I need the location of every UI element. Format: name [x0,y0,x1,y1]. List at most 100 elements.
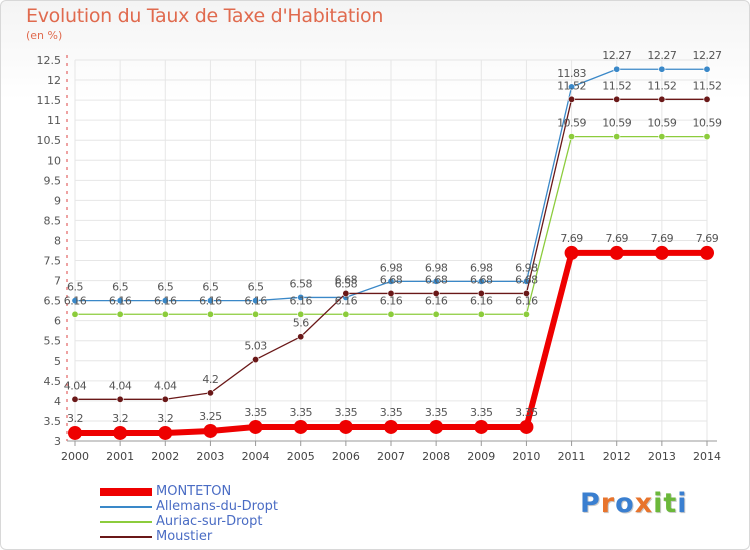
legend-swatch [100,521,152,523]
y-tick-label: 9.5 [44,174,62,187]
chart-subtitle: (en %) [26,29,63,42]
x-tick-label: 2000 [61,450,89,463]
data-point [568,95,576,103]
y-tick-label: 5 [54,355,61,368]
data-label: 7.69 [651,232,674,245]
data-point [432,289,440,297]
data-point [613,65,621,73]
logo-letter: o [615,488,635,519]
data-label: 4.04 [64,379,87,392]
data-label: 6.68 [425,273,448,286]
x-tick-label: 2012 [603,450,631,463]
data-label: 3.35 [289,406,312,419]
data-label: 10.59 [647,117,676,130]
chart-title: Evolution du Taux de Taxe d'Habitation [26,5,384,27]
data-point [613,95,621,103]
data-label: 10.59 [602,117,631,130]
y-tick-label: 6 [54,315,61,328]
data-label: 6.58 [289,277,312,290]
y-tick-label: 10 [47,154,61,167]
data-label: 10.59 [693,117,722,130]
data-label: 10.59 [557,117,586,130]
data-label: 12.27 [602,49,631,62]
data-label: 11.83 [557,67,586,80]
data-point [432,277,440,285]
data-point [658,65,666,73]
data-point [700,245,714,260]
data-point [477,289,485,297]
y-tick-label: 12.5 [37,54,62,67]
data-point [161,395,169,403]
data-label: 6.16 [470,294,493,307]
legend-label: Moustier [156,529,213,544]
data-label: 6.16 [425,294,448,307]
data-label: 7.69 [605,232,628,245]
data-label-layer: 6.5 6.5 6.5 6.5 6.5 6.58 6.58 6.98 6.98 6.98 6.98 1… [64,49,723,425]
data-label: 4.04 [109,379,132,392]
y-tick-label: 12 [47,74,61,87]
y-tick-label: 11 [47,114,61,127]
data-label: 3.35 [335,406,358,419]
logo-letter: i [653,488,664,519]
x-tick-label: 2005 [287,450,315,463]
x-tick-label: 2014 [693,450,721,463]
data-point [252,356,260,364]
y-tick-label: 8 [54,234,61,247]
data-label: 6.16 [380,294,403,307]
data-label: 3.2 [112,412,128,425]
y-tick-label: 4.5 [44,375,62,388]
data-point [116,297,124,305]
y-tick-label: 3 [54,435,61,448]
data-label: 11.52 [647,79,676,92]
data-label: 6.98 [515,261,538,274]
data-label: 6.98 [470,261,493,274]
data-point [387,310,395,318]
data-label: 3.35 [244,406,267,419]
data-point [703,133,711,141]
data-point [429,419,444,434]
data-point [654,245,669,260]
data-label: 3.35 [515,406,538,419]
data-point [387,289,395,297]
logo-letter: P [580,488,601,519]
data-label: 5.6 [293,317,309,330]
y-tick-label: 3.5 [44,415,62,428]
x-tick-label: 2003 [196,450,224,463]
data-point [206,310,214,318]
data-point [342,310,350,318]
data-label: 6.5 [112,281,128,294]
data-label: 3.25 [199,410,222,423]
legend-swatch [100,488,152,496]
y-tick-label: 7 [54,275,61,288]
data-point [387,277,395,285]
data-point [703,65,711,73]
data-label: 6.68 [515,273,538,286]
legend-swatch [100,506,152,508]
data-label: 6.98 [425,261,448,274]
data-label: 6.5 [67,281,83,294]
data-label: 3.2 [157,412,173,425]
data-label: 6.16 [154,294,177,307]
data-point [248,419,263,434]
y-tick-label: 4 [54,395,61,408]
data-point [252,297,260,305]
data-point [71,310,79,318]
data-point [477,277,485,285]
data-point [116,395,124,403]
y-tick-label: 9 [54,194,61,207]
data-label: 6.16 [199,294,222,307]
data-label: 7.69 [696,232,719,245]
grid-layer [74,59,708,442]
data-label: 7.69 [560,232,583,245]
axes-layer: 3 3.5 4 4.5 5 5.5 6 6.5 7 7.5 8 8.5 9 9.5 10 10.5 11 11.5… [37,54,722,463]
logo-letter: r [600,488,616,519]
data-label: 6.58 [335,277,358,290]
data-point [613,133,621,141]
data-point [703,95,711,103]
x-tick-label: 2011 [558,450,586,463]
data-label: 6.5 [202,281,218,294]
data-label: 12.27 [647,49,676,62]
logo-letter: x [634,488,654,519]
data-label: 6.68 [380,273,403,286]
legend-label: Auriac-sur-Dropt [156,514,263,529]
